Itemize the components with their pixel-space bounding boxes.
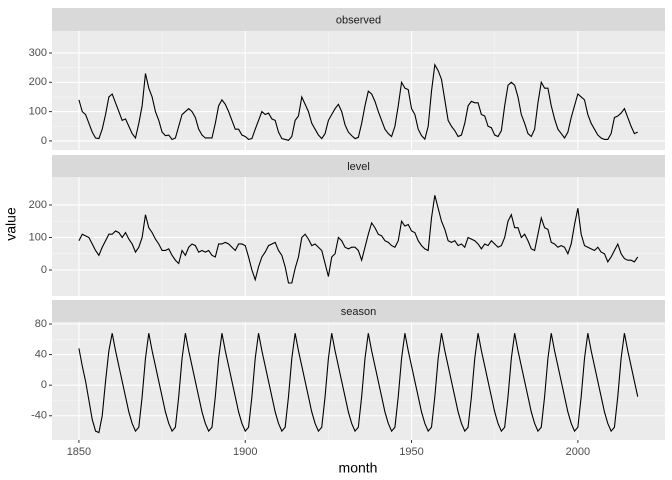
x-tick-label: 1900 bbox=[233, 446, 257, 458]
y-tick-label: 0 bbox=[41, 135, 47, 147]
strip bbox=[52, 155, 665, 177]
y-tick-label: 200 bbox=[29, 199, 47, 211]
strip-label: level bbox=[347, 161, 370, 173]
x-tick-label: 2000 bbox=[566, 446, 590, 458]
y-tick-label: 100 bbox=[29, 231, 47, 243]
y-tick-label: 0 bbox=[41, 264, 47, 276]
line bbox=[78, 62, 638, 141]
panel bbox=[52, 177, 665, 296]
panel bbox=[52, 31, 665, 150]
y-tick-label: -40 bbox=[31, 410, 47, 422]
y-tick-label: 80 bbox=[35, 318, 47, 330]
x-tick-label: 1950 bbox=[399, 446, 423, 458]
y-axis-title: value bbox=[3, 207, 19, 241]
y-tick-label: 200 bbox=[29, 76, 47, 88]
line bbox=[78, 195, 639, 284]
line bbox=[78, 333, 639, 434]
x-axis-title: month bbox=[339, 460, 378, 476]
x-tick-label: 1850 bbox=[67, 446, 91, 458]
strip bbox=[52, 300, 665, 322]
y-tick-label: 100 bbox=[29, 106, 47, 118]
strip bbox=[52, 8, 665, 31]
y-tick-label: 0 bbox=[41, 379, 47, 391]
y-tick-label: 40 bbox=[35, 348, 47, 360]
y-tick-label: 300 bbox=[29, 47, 47, 59]
panel bbox=[52, 322, 665, 440]
strip-label: observed bbox=[336, 14, 381, 26]
strip-label: season bbox=[341, 306, 376, 318]
